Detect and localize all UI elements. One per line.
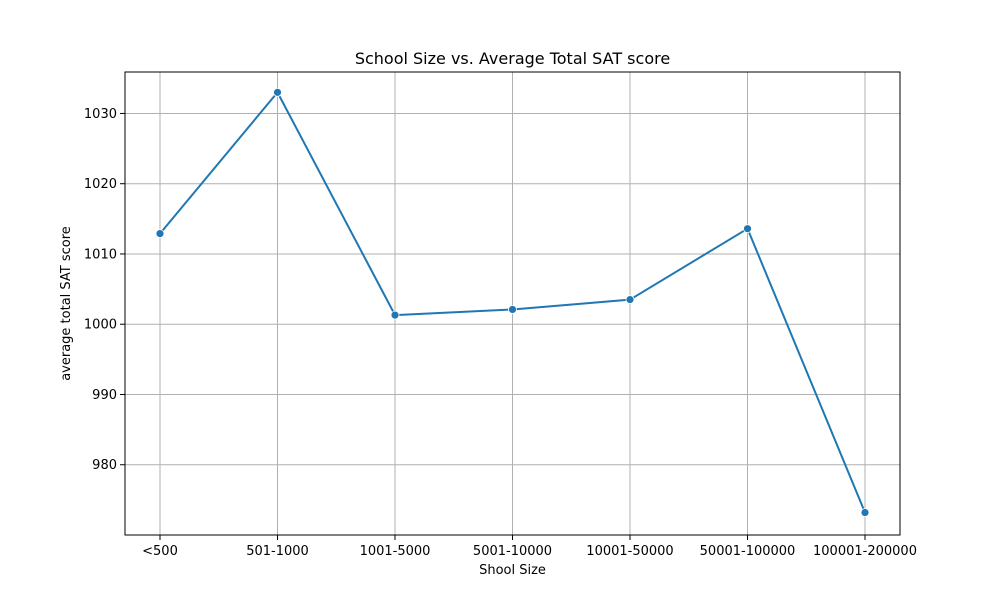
data-point xyxy=(273,87,282,97)
x-tick-label: 501-1000 xyxy=(246,544,309,559)
x-tick-label: 100001-200000 xyxy=(813,544,917,559)
x-axis-label: Shool Size xyxy=(479,563,546,578)
plot-frame xyxy=(124,71,901,536)
data-point xyxy=(860,508,870,517)
data-point xyxy=(625,295,635,305)
y-tick-label: 980 xyxy=(92,458,117,473)
axes: <500 501-1000 1001-5000 5001-10000 10001-500… xyxy=(84,107,917,559)
x-tick-label: 5001-10000 xyxy=(473,544,552,559)
y-tick-label: 1010 xyxy=(84,247,117,262)
y-tick-label: 1000 xyxy=(84,318,117,333)
series xyxy=(155,87,870,517)
y-axis-label: average total SAT score xyxy=(59,226,74,381)
data-point xyxy=(390,310,400,320)
x-tick-label: 1001-5000 xyxy=(360,544,431,559)
x-tick-label: 50001-100000 xyxy=(700,544,796,559)
data-point xyxy=(155,229,165,238)
x-tick-label: 10001-50000 xyxy=(586,544,673,559)
grid xyxy=(125,72,900,535)
y-tick-label: 1030 xyxy=(84,107,117,122)
y-tick-label: 1020 xyxy=(84,177,117,192)
data-point xyxy=(508,305,517,314)
y-tick-label: 990 xyxy=(92,388,117,403)
chart-title: School Size vs. Average Total SAT score xyxy=(355,49,670,68)
x-tick-label: <500 xyxy=(142,544,178,559)
data-point xyxy=(743,224,752,234)
